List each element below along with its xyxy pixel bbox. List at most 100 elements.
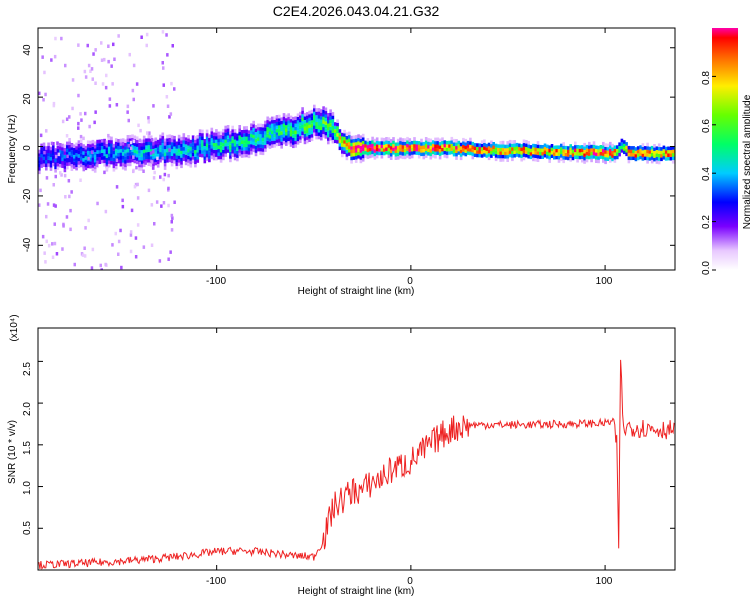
- spectrogram-cell: [331, 136, 335, 140]
- spectrogram-cell: [187, 152, 190, 156]
- spectrogram-cell: [508, 146, 512, 151]
- spectrogram-cell: [315, 122, 318, 126]
- spectrogram-cell: [289, 122, 293, 127]
- spectrogram-cell: [341, 153, 344, 158]
- spectrogram-cell: [247, 130, 251, 134]
- spectrogram-cell: [562, 149, 565, 153]
- spectrogram-cell: [170, 149, 174, 153]
- spectrogram-cell: [138, 153, 141, 157]
- spectrogram-cell: [180, 157, 183, 162]
- spectrogram-cell: [243, 129, 246, 134]
- spectrogram-cell: [343, 129, 346, 134]
- spectrogram-cell: [107, 139, 111, 144]
- spectrogram-cell: [133, 149, 137, 153]
- spectrogram-noise-cell: [151, 166, 155, 170]
- spectrogram-cell: [89, 164, 92, 169]
- spectrogram-noise-cell: [82, 136, 85, 141]
- spectrogram-cell: [357, 137, 360, 142]
- spectrogram-cell: [289, 119, 293, 123]
- spectrogram-cell: [259, 134, 262, 138]
- spectrogram-noise-cell: [162, 83, 165, 87]
- spectrogram-cell: [597, 159, 600, 164]
- spectrogram-noise-cell: [163, 172, 167, 177]
- spectrogram-cell: [595, 145, 598, 150]
- spectrogram-cell: [184, 144, 188, 148]
- spectrogram-cell: [420, 152, 423, 157]
- spectrogram-cell: [110, 147, 113, 151]
- spectrogram-cell: [229, 155, 232, 159]
- spectrogram-cell: [473, 146, 477, 151]
- spectrogram-cell: [606, 143, 610, 148]
- spectrogram-cell: [257, 140, 260, 145]
- spectrogram-cell: [306, 132, 309, 137]
- spectrogram-cell: [191, 142, 195, 146]
- spectrogram-cell: [385, 150, 388, 155]
- spectrogram-cell: [490, 144, 493, 148]
- spectrogram-cell: [110, 136, 113, 141]
- spectrogram-cell: [271, 127, 274, 131]
- spectrogram-cell: [399, 154, 402, 159]
- spectrogram-cell: [506, 144, 509, 149]
- spectrogram-cell: [54, 165, 57, 170]
- spectrogram-cell: [222, 139, 225, 143]
- spectrogram-cell: [650, 145, 654, 150]
- spectrogram-cell: [238, 135, 241, 139]
- spectrogram-cell: [301, 127, 304, 132]
- spectrogram-cell: [394, 156, 398, 160]
- spectrogram-cell: [532, 143, 535, 148]
- spectrogram-cell: [497, 144, 500, 148]
- spectrogram-cell: [343, 133, 346, 137]
- spectrogram-cell: [177, 134, 181, 139]
- spectrogram-cell: [499, 154, 502, 159]
- spectrogram-cell: [135, 157, 139, 161]
- spectrogram-cell: [140, 139, 144, 144]
- spectrogram-cell: [112, 161, 116, 165]
- spectrogram-cell: [655, 149, 659, 154]
- spectrogram-cell: [492, 152, 495, 156]
- spectrogram-cell: [431, 150, 435, 155]
- spectrogram-cell: [669, 153, 673, 157]
- spectrogram-cell: [313, 132, 316, 136]
- spectrogram-cell: [273, 116, 276, 120]
- spectrogram-cell: [114, 165, 118, 170]
- spectrogram-cell: [543, 143, 547, 148]
- spectrogram-cell: [310, 130, 314, 135]
- spectrogram-cell: [385, 143, 388, 148]
- spectrogram-cell: [629, 153, 633, 157]
- spectrogram-cell: [595, 155, 598, 160]
- spectrogram-cell: [669, 156, 673, 161]
- spectrogram-cell: [194, 153, 197, 157]
- spectrogram-cell: [308, 114, 311, 118]
- spectrogram-cell: [173, 135, 176, 140]
- spectrogram-cell: [191, 156, 195, 160]
- spectrogram-cell: [215, 132, 218, 137]
- spectrogram-cell: [455, 156, 458, 160]
- spectrogram-cell: [40, 147, 43, 151]
- spectrogram-cell: [40, 160, 43, 165]
- spectrogram-cell: [389, 142, 393, 147]
- spectrogram-noise-cell: [150, 203, 154, 207]
- spectrogram-cell: [315, 135, 318, 140]
- spectrogram-cell: [497, 151, 500, 155]
- spectrogram-cell: [361, 158, 365, 162]
- spectrogram-cell: [564, 156, 568, 160]
- spectrogram-cell: [159, 158, 162, 163]
- spectrogram-cell: [308, 138, 311, 142]
- spectrogram-cell: [245, 126, 248, 130]
- spectrogram-cell: [452, 142, 456, 146]
- spectrogram-cell: [606, 153, 610, 158]
- spectrogram-cell: [215, 129, 218, 133]
- spectrogram-cell: [177, 138, 181, 142]
- spectrogram-noise-cell: [82, 167, 85, 172]
- spectrogram-cell: [292, 144, 295, 149]
- spectrogram-cell: [224, 125, 227, 130]
- spectrogram-cell: [669, 146, 673, 151]
- spectrogram-cell: [424, 137, 428, 141]
- spectrogram-noise-cell: [167, 203, 170, 208]
- spectrogram-cell: [79, 149, 83, 154]
- spectrogram-cell: [341, 139, 344, 144]
- spectrogram-cell: [515, 153, 519, 157]
- spectrogram-cell: [226, 128, 230, 132]
- spectrogram-cell: [564, 145, 568, 150]
- spectrogram-cell: [382, 141, 386, 145]
